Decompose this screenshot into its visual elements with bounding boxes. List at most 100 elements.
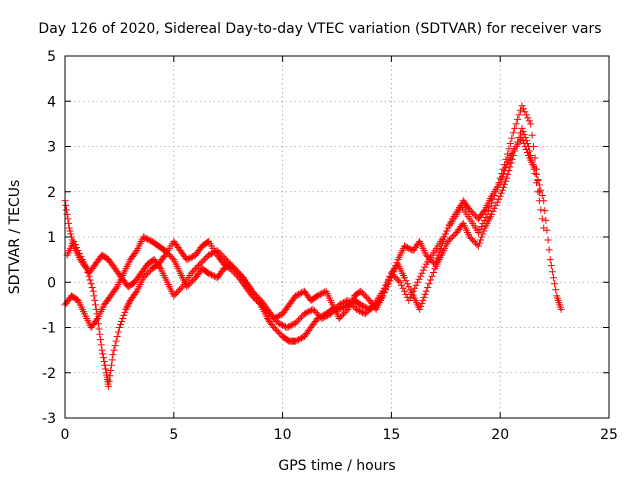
data-point	[258, 302, 266, 310]
data-point	[289, 320, 297, 328]
data-point	[167, 253, 175, 261]
data-point	[209, 271, 217, 279]
data-point	[107, 366, 115, 374]
data-point	[264, 308, 272, 316]
data-point	[322, 312, 330, 320]
data-point	[93, 316, 101, 324]
data-point	[189, 277, 197, 285]
data-point	[176, 286, 184, 294]
data-point	[297, 313, 305, 321]
data-point	[266, 310, 274, 318]
data-point	[511, 147, 519, 155]
data-point	[487, 199, 495, 207]
data-point	[402, 243, 410, 251]
y-tick-labels: -3 -2 -1 0 1 2 3 4 5	[42, 49, 56, 427]
data-point	[357, 308, 365, 316]
data-point	[531, 170, 539, 178]
data-point	[405, 283, 413, 291]
data-point	[358, 302, 366, 310]
data-point	[466, 233, 474, 241]
data-point	[529, 161, 537, 169]
data-point	[420, 293, 428, 301]
data-point	[545, 246, 553, 254]
data-point	[225, 259, 233, 267]
data-point	[318, 314, 326, 322]
data-point	[486, 203, 494, 211]
data-point	[548, 268, 556, 276]
data-point	[67, 230, 75, 238]
data-point	[501, 180, 509, 188]
data-point	[405, 244, 413, 252]
data-point	[335, 301, 343, 309]
data-point	[361, 310, 369, 318]
data-point	[414, 278, 422, 286]
data-point	[86, 276, 94, 284]
data-point	[528, 131, 536, 139]
data-point	[506, 139, 514, 147]
data-point	[263, 307, 271, 315]
data-point	[97, 336, 105, 344]
data-point	[476, 225, 484, 233]
data-point	[270, 314, 278, 322]
data-point	[267, 311, 275, 319]
data-point	[415, 275, 423, 283]
data-point	[544, 236, 552, 244]
data-point	[478, 233, 486, 241]
data-point	[469, 209, 477, 217]
data-point	[340, 299, 348, 307]
data-point	[390, 272, 398, 280]
data-point	[335, 314, 343, 322]
data-point	[400, 287, 408, 295]
data-point	[361, 303, 369, 311]
data-point	[428, 272, 436, 280]
data-point	[105, 377, 113, 385]
data-point	[521, 108, 529, 116]
data-point	[90, 292, 98, 300]
data-point	[498, 170, 506, 178]
data-point	[144, 269, 152, 277]
data-point	[483, 210, 491, 218]
data-point	[482, 213, 490, 221]
data-point	[324, 311, 332, 319]
data-point	[532, 165, 540, 173]
data-point	[218, 251, 226, 259]
data-point	[332, 304, 340, 312]
data-point	[467, 207, 475, 215]
data-point	[109, 351, 117, 359]
data-point	[226, 260, 234, 268]
data-points	[61, 102, 565, 390]
data-point	[284, 323, 292, 331]
data-point	[382, 281, 390, 289]
data-point	[132, 289, 140, 297]
data-point	[326, 310, 334, 318]
data-point	[313, 292, 321, 300]
data-point	[142, 271, 150, 279]
data-point	[223, 257, 231, 265]
data-point	[212, 247, 220, 255]
data-point	[65, 224, 73, 232]
data-point	[514, 138, 522, 146]
data-point	[77, 253, 85, 261]
data-point	[355, 307, 363, 315]
data-point	[450, 231, 458, 239]
y-tick-label: 1	[47, 230, 56, 246]
data-point	[213, 247, 221, 255]
data-point	[234, 268, 242, 276]
data-point	[508, 134, 516, 142]
data-point	[295, 290, 303, 298]
data-point	[62, 206, 70, 214]
data-point	[552, 286, 560, 294]
data-point	[530, 143, 538, 150]
data-point	[400, 274, 408, 282]
data-point	[499, 165, 507, 173]
data-point	[311, 307, 319, 315]
data-point	[422, 287, 430, 295]
data-point	[408, 290, 416, 298]
data-point	[505, 145, 513, 153]
data-point	[477, 222, 485, 230]
y-tick-label: -2	[42, 366, 56, 382]
data-point	[174, 287, 182, 295]
data-point	[505, 167, 513, 175]
data-point	[88, 284, 96, 292]
